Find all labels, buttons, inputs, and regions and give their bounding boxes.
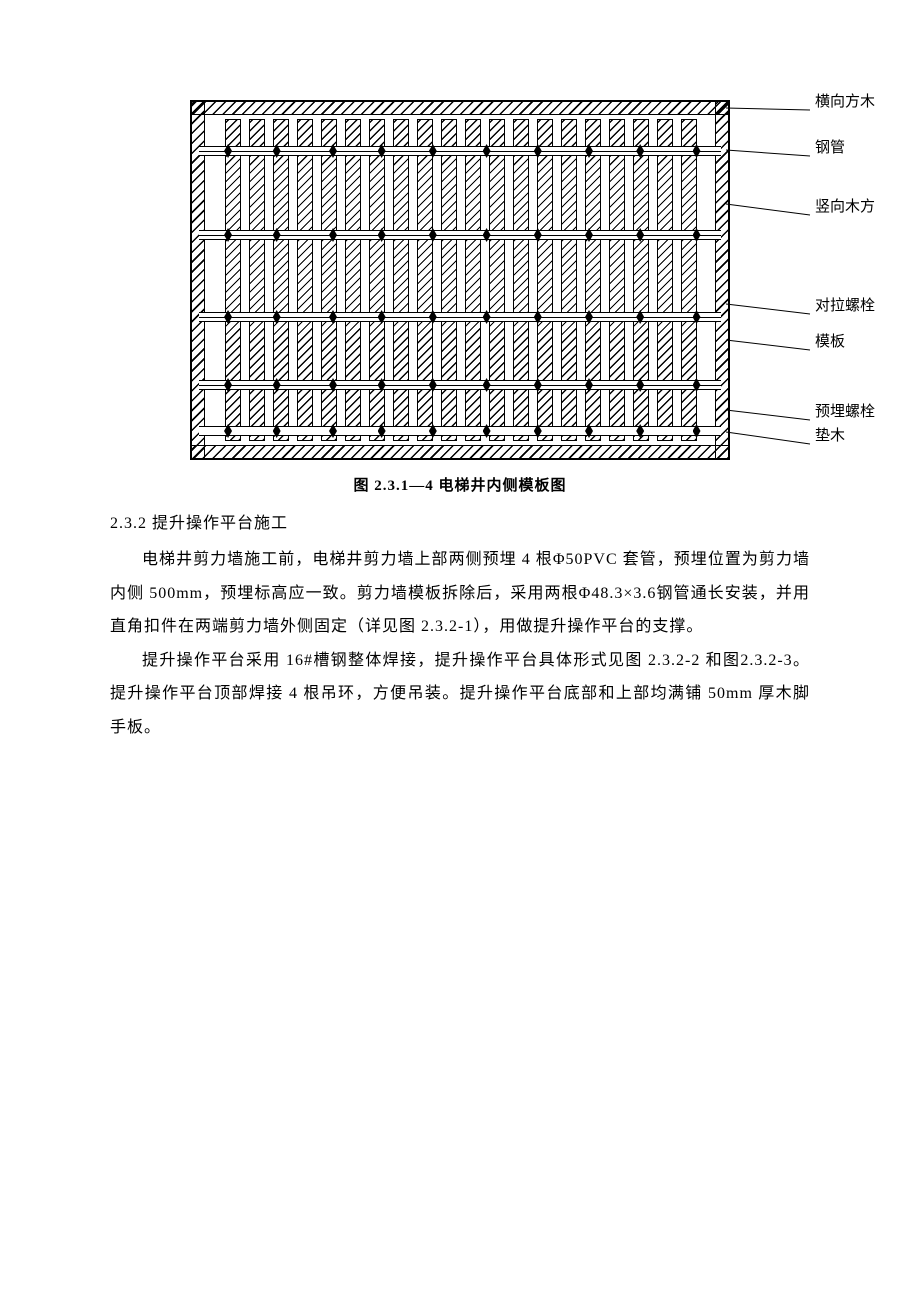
- callout-label-c4: 对拉螺栓: [815, 294, 875, 315]
- vertical-timber: [513, 119, 529, 441]
- vertical-timber: [681, 119, 697, 441]
- callout-label-c5: 模板: [815, 330, 845, 351]
- paragraph-2: 提升操作平台采用 16#槽钢整体焊接，提升操作平台具体形式见图 2.3.2-2 …: [110, 644, 810, 745]
- vertical-timber: [465, 119, 481, 441]
- diagram-inner: [205, 115, 715, 445]
- formwork-diagram: 横向方木钢管竖向木方对拉螺栓模板预埋螺栓垫木: [190, 100, 890, 460]
- callout-label-c2: 钢管: [815, 136, 845, 157]
- diagram-border-top: [191, 101, 729, 115]
- callout-label-c6: 预埋螺栓: [815, 400, 875, 421]
- vertical-timber: [585, 119, 601, 441]
- vertical-timber: [345, 119, 361, 441]
- diagram-canvas: [190, 100, 730, 460]
- vertical-timber: [393, 119, 409, 441]
- vertical-timber: [657, 119, 673, 441]
- vertical-timber: [489, 119, 505, 441]
- callout-label-c7: 垫木: [815, 424, 845, 445]
- vertical-timber: [273, 119, 289, 441]
- vertical-timber: [609, 119, 625, 441]
- vertical-timber: [249, 119, 265, 441]
- vertical-timber: [417, 119, 433, 441]
- section-heading: 2.3.2 提升操作平台施工: [110, 509, 810, 533]
- vertical-timber: [633, 119, 649, 441]
- figure-caption: 图 2.3.1—4 电梯井内侧模板图: [110, 474, 810, 495]
- vertical-timber: [321, 119, 337, 441]
- vertical-timber: [369, 119, 385, 441]
- paragraph-1: 电梯井剪力墙施工前，电梯井剪力墙上部两侧预埋 4 根Φ50PVC 套管，预埋位置…: [110, 543, 810, 644]
- callout-label-c1: 横向方木: [815, 90, 875, 111]
- vertical-timber: [537, 119, 553, 441]
- vertical-timber: [297, 119, 313, 441]
- vertical-timber: [225, 119, 241, 441]
- diagram-border-bottom: [191, 445, 729, 459]
- vertical-timber: [561, 119, 577, 441]
- vertical-timber: [441, 119, 457, 441]
- callout-label-c3: 竖向木方: [815, 195, 875, 216]
